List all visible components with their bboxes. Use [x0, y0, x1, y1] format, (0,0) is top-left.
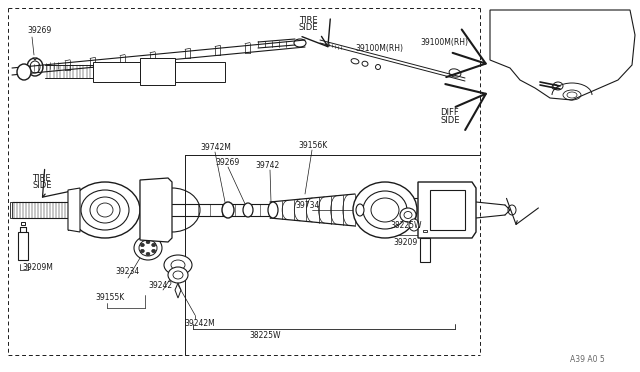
Text: TIRE: TIRE: [299, 16, 317, 25]
Polygon shape: [21, 222, 25, 225]
Ellipse shape: [152, 249, 156, 253]
Ellipse shape: [268, 202, 278, 218]
Ellipse shape: [222, 202, 234, 218]
Text: 39209: 39209: [393, 237, 417, 247]
Polygon shape: [140, 58, 175, 85]
Ellipse shape: [140, 249, 145, 253]
Text: 39234: 39234: [115, 267, 140, 276]
Ellipse shape: [134, 236, 162, 260]
Text: 39269: 39269: [215, 157, 239, 167]
Polygon shape: [175, 62, 225, 82]
Ellipse shape: [146, 240, 150, 244]
Text: 39100M(RH): 39100M(RH): [355, 44, 403, 52]
Ellipse shape: [140, 243, 145, 247]
Polygon shape: [420, 238, 430, 262]
Polygon shape: [418, 182, 476, 238]
Polygon shape: [423, 230, 427, 232]
Text: 38225W: 38225W: [249, 330, 281, 340]
Text: TIRE: TIRE: [32, 173, 51, 183]
Text: DIFF: DIFF: [440, 108, 460, 116]
Text: 39209M: 39209M: [22, 263, 53, 273]
Text: 39155K: 39155K: [95, 294, 124, 302]
Text: 38225W: 38225W: [390, 221, 422, 230]
Text: 39734: 39734: [295, 201, 319, 209]
Ellipse shape: [17, 64, 31, 80]
Text: 39156K: 39156K: [298, 141, 327, 150]
Ellipse shape: [356, 204, 364, 216]
Text: 39742M: 39742M: [200, 142, 231, 151]
Text: 39742: 39742: [255, 160, 279, 170]
Ellipse shape: [152, 243, 156, 247]
Ellipse shape: [243, 203, 253, 217]
Text: 39242: 39242: [148, 280, 172, 289]
Text: SIDE: SIDE: [32, 180, 51, 189]
Ellipse shape: [409, 219, 419, 231]
Text: SIDE: SIDE: [440, 115, 460, 125]
Polygon shape: [430, 190, 465, 230]
Polygon shape: [10, 202, 12, 218]
Polygon shape: [140, 178, 172, 242]
Text: A39 A0 5: A39 A0 5: [570, 356, 605, 365]
Ellipse shape: [353, 182, 417, 238]
Polygon shape: [93, 62, 140, 82]
Text: 39100M(RH): 39100M(RH): [420, 38, 468, 46]
Text: 39269: 39269: [27, 26, 51, 35]
Text: 39242M: 39242M: [184, 318, 216, 327]
Polygon shape: [18, 232, 28, 260]
Polygon shape: [68, 188, 80, 232]
Ellipse shape: [400, 208, 416, 222]
Ellipse shape: [70, 182, 140, 238]
Ellipse shape: [164, 255, 192, 275]
Text: SIDE: SIDE: [298, 22, 317, 32]
Ellipse shape: [146, 252, 150, 256]
Ellipse shape: [168, 267, 188, 283]
